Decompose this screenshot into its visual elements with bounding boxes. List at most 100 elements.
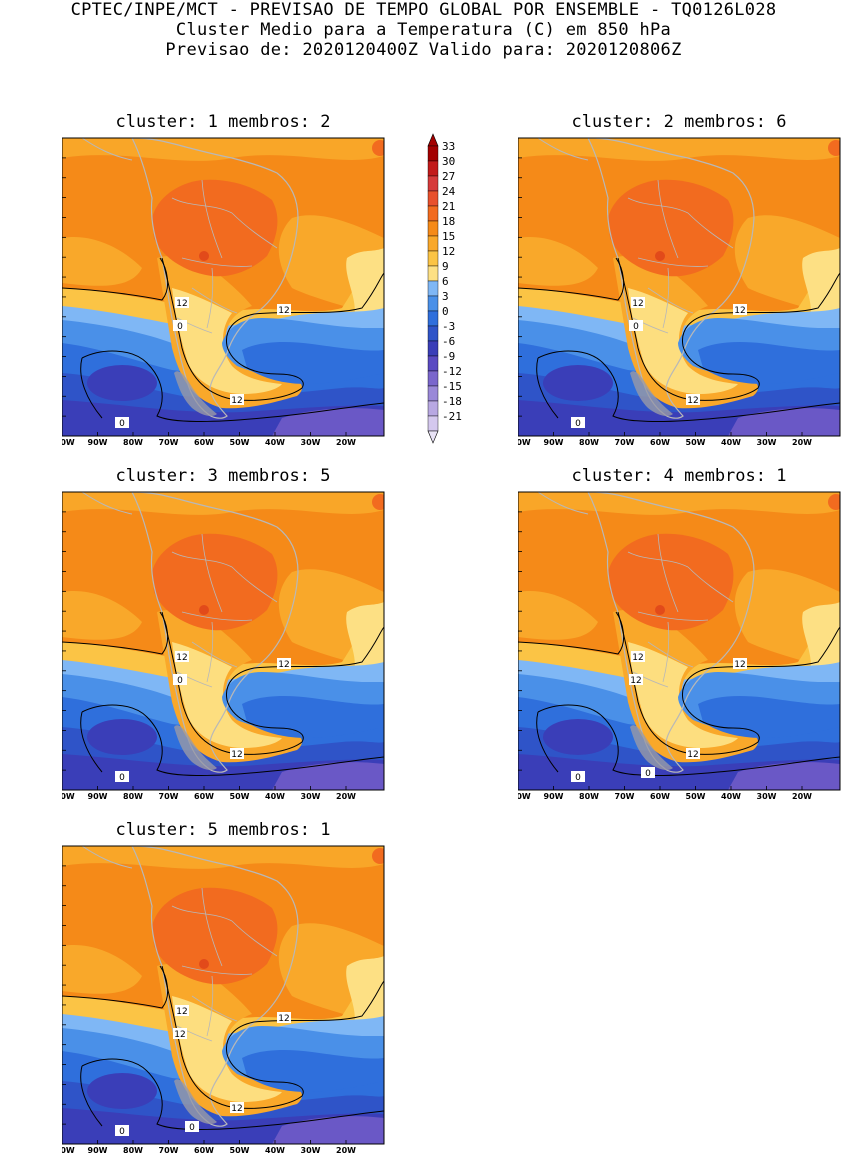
contour-label-bg xyxy=(230,1102,244,1113)
map-frame xyxy=(62,137,385,437)
header-subtitle: Cluster Medio para a Temperatura (C) em … xyxy=(175,20,672,40)
legend-label: -12 xyxy=(442,365,462,378)
contour-label-bg xyxy=(641,767,655,778)
legend-label: 6 xyxy=(442,275,449,288)
legend-label: 24 xyxy=(442,185,456,198)
contour-label: 0 xyxy=(177,676,183,686)
legend-label: -18 xyxy=(442,395,462,408)
legend-swatch xyxy=(427,340,439,357)
lon-label: 50W xyxy=(230,1146,250,1155)
contour-label-bg xyxy=(175,651,189,662)
panel-title: cluster: 2 membros: 6 xyxy=(571,112,787,132)
lon-label: 20W xyxy=(336,792,356,801)
contour-0 xyxy=(537,704,840,777)
contour-0 xyxy=(80,1065,103,1127)
contour-0 xyxy=(80,711,103,773)
lon-label: 40W xyxy=(721,438,741,447)
contour-0 xyxy=(537,350,840,423)
contour-label-bg xyxy=(230,394,244,405)
legend-label: 0 xyxy=(442,305,449,318)
lon-label: 90W xyxy=(88,1146,108,1155)
contour-12 xyxy=(518,611,625,655)
lon-label: 80W xyxy=(123,792,143,801)
legend-swatch xyxy=(427,145,439,162)
map-svg: 1212120015N10N5NEQ5S10S15S20S25S30S35S40… xyxy=(62,137,385,447)
legend-label: 33 xyxy=(442,140,455,153)
legend-swatch xyxy=(427,250,439,267)
header-dates: Previsao de: 2020120400Z Valido para: 20… xyxy=(165,40,682,60)
contour-label-bg xyxy=(733,304,747,315)
lon-label: 80W xyxy=(579,792,599,801)
legend-swatch xyxy=(427,385,439,402)
panel-title: cluster: 4 membros: 1 xyxy=(571,466,787,486)
lon-label: 60W xyxy=(194,1146,214,1155)
lon-label: 30W xyxy=(301,792,321,801)
lon-label: 60W xyxy=(650,438,670,447)
legend-swatch xyxy=(427,280,439,297)
lon-label: 80W xyxy=(123,1146,143,1155)
cluster-panel-3: cluster: 3 membros: 5 1212120015N10N5NEQ… xyxy=(62,466,385,806)
contour-12 xyxy=(161,257,384,401)
contour-label: 0 xyxy=(645,769,651,779)
panel-title: cluster: 3 membros: 5 xyxy=(115,466,331,486)
contour-label-bg xyxy=(277,658,291,669)
hot-region-amazon xyxy=(608,533,734,631)
legend-label: 9 xyxy=(442,260,449,273)
lon-label: 60W xyxy=(194,438,214,447)
contour-label: 12 xyxy=(632,299,643,309)
contour-label-bg xyxy=(173,320,187,331)
lon-label: 90W xyxy=(544,438,564,447)
map-svg: 1212120015N10N5NEQ5S10S15S20S25S30S35S40… xyxy=(518,137,841,447)
contour-label-bg xyxy=(733,658,747,669)
legend-swatch xyxy=(427,400,439,417)
legend-swatch xyxy=(427,415,439,432)
contour-label-bg xyxy=(629,320,643,331)
contour-12 xyxy=(518,257,625,301)
legend-arrow-bottom xyxy=(427,430,439,444)
contour-label: 12 xyxy=(734,306,745,316)
lon-label: 90W xyxy=(88,792,108,801)
contour-label: 12 xyxy=(278,306,289,316)
lon-label: 80W xyxy=(123,438,143,447)
contour-label-bg xyxy=(115,771,129,782)
lon-label: 70W xyxy=(159,1146,179,1155)
legend-swatch xyxy=(427,325,439,342)
map-svg: 121212120015N10N5NEQ5S10S15S20S25S30S35S… xyxy=(518,491,841,801)
contour-label: 12 xyxy=(176,299,187,309)
lon-label: 30W xyxy=(301,1146,321,1155)
lon-label: 30W xyxy=(301,438,321,447)
lon-label: 100W xyxy=(518,438,531,447)
contour-label: 12 xyxy=(231,396,242,406)
contour-12 xyxy=(161,611,384,755)
contour-label: 12 xyxy=(278,1014,289,1024)
figure-header: CPTEC/INPE/MCT - PREVISAO DE TEMPO GLOBA… xyxy=(0,0,847,60)
contour-12 xyxy=(62,965,169,1009)
contour-label: 12 xyxy=(687,396,698,406)
contour-label-bg xyxy=(629,674,643,685)
lon-label: 50W xyxy=(686,792,706,801)
legend-swatch xyxy=(427,160,439,177)
map-frame xyxy=(62,491,385,791)
legend-swatch xyxy=(427,295,439,312)
legend-label: -3 xyxy=(442,320,455,333)
lon-label: 40W xyxy=(265,438,285,447)
lon-label: 20W xyxy=(336,1146,356,1155)
cluster-panel-4: cluster: 4 membros: 1 121212120015N10N5N… xyxy=(518,466,841,806)
lon-label: 50W xyxy=(230,792,250,801)
legend-label: 3 xyxy=(442,290,449,303)
contour-label: 12 xyxy=(176,1007,187,1017)
lon-label: 30W xyxy=(757,792,777,801)
cluster-panel-1: cluster: 1 membros: 2 1212120015N10N5NEQ… xyxy=(62,112,385,452)
contour-label: 12 xyxy=(734,660,745,670)
contour-label-bg xyxy=(185,1121,199,1132)
contour-label: 0 xyxy=(119,773,125,783)
hot-region-amazon xyxy=(152,533,278,631)
legend-label: 27 xyxy=(442,170,455,183)
contour-label: 12 xyxy=(632,653,643,663)
legend-swatch xyxy=(427,190,439,207)
contour-0 xyxy=(80,357,103,419)
contour-label-bg xyxy=(631,297,645,308)
contour-label-bg xyxy=(631,651,645,662)
lon-label: 70W xyxy=(159,438,179,447)
